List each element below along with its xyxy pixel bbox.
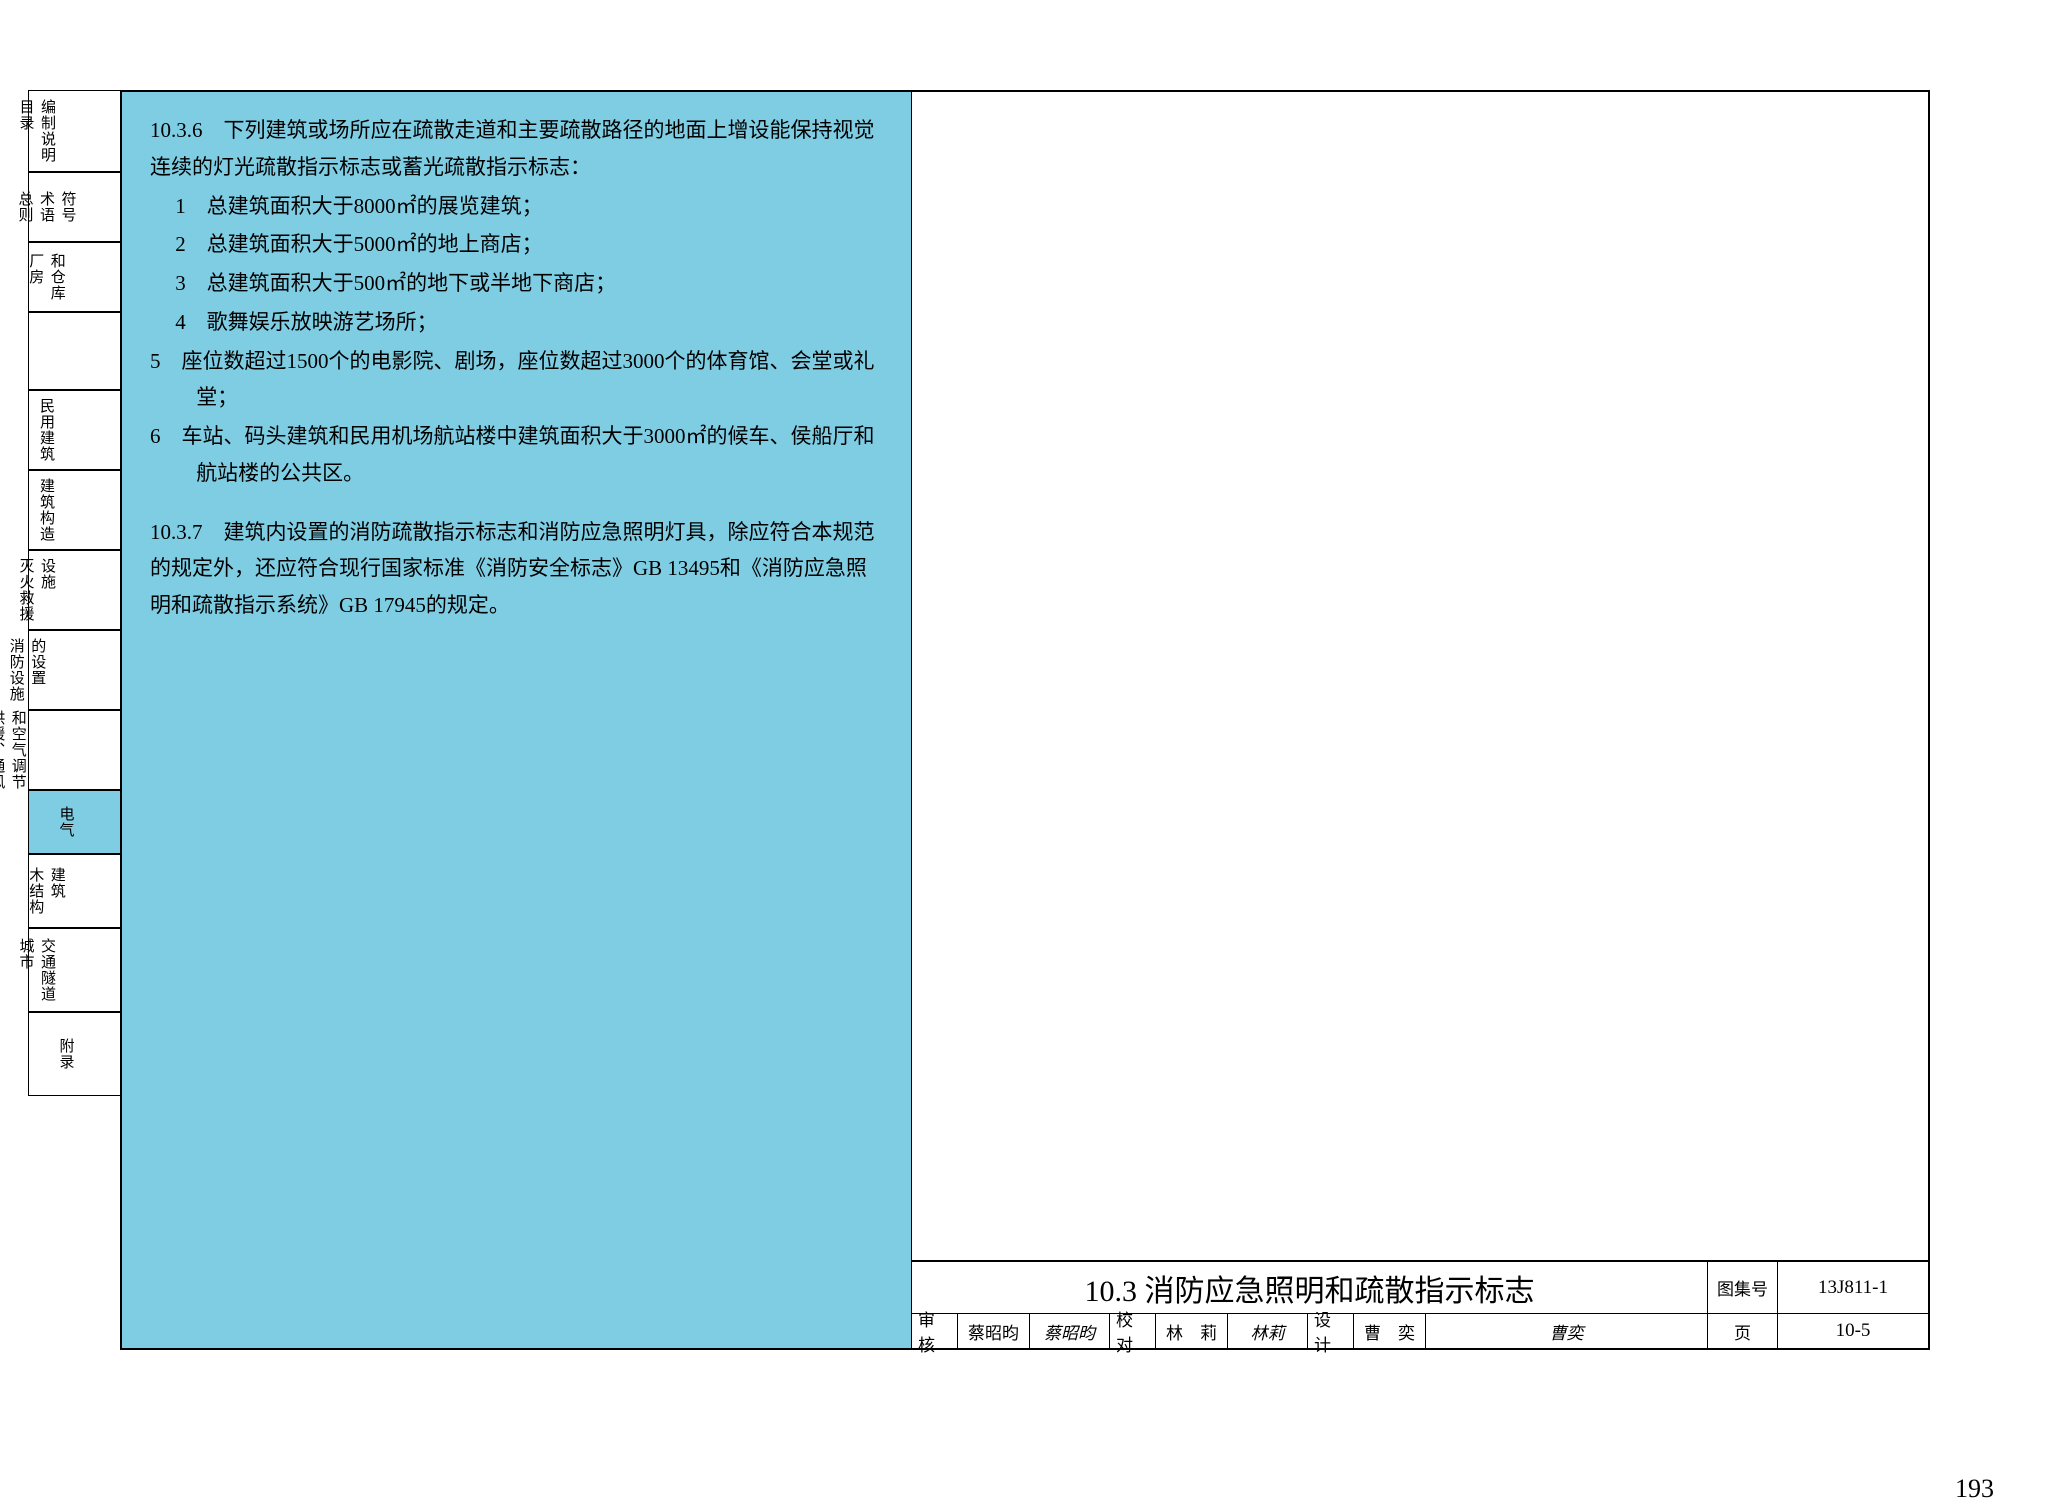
list-item: 5 座位数超过1500个的电影院、剧场，座位数超过3000个的体育馆、会堂或礼堂… bbox=[150, 343, 883, 417]
index-tab-7[interactable]: 消防设施的设置 bbox=[28, 630, 120, 710]
tab-label: 灭火救援 bbox=[15, 558, 35, 622]
para-10-3-7: 10.3.7 建筑内设置的消防疏散指示标志和消防应急照明灯具，除应符合本规范的规… bbox=[150, 514, 883, 624]
index-tab-2[interactable]: 厂房和仓库 bbox=[28, 242, 120, 312]
list-item: 3 总建筑面积大于500㎡的地下或半地下商店； bbox=[150, 265, 883, 302]
tab-label: 术语 bbox=[36, 191, 56, 223]
tab-label: 电气 bbox=[55, 806, 75, 838]
page-label: 页 bbox=[1708, 1314, 1778, 1348]
index-tab-9[interactable]: 电气 bbox=[28, 790, 120, 854]
index-tab-4[interactable]: 民用建筑 bbox=[28, 390, 120, 470]
design-label: 设计 bbox=[1308, 1314, 1354, 1348]
title-row-2: 审核 蔡昭昀 蔡昭昀 校对 林 莉 林莉 设计 曹 奕 曹奕 页 10-5 bbox=[912, 1314, 1928, 1348]
list-item: 2 总建筑面积大于5000㎡的地上商店； bbox=[150, 226, 883, 263]
left-tab-column: 目录编制说明总则术语符号厂房和仓库甲、乙、丙类液体气体储罐(区)和可燃材料堆场民… bbox=[28, 90, 120, 1096]
index-tab-0[interactable]: 目录编制说明 bbox=[28, 90, 120, 172]
content-panel: 10.3.6 下列建筑或场所应在疏散走道和主要疏散路径的地面上增设能保持视觉连续… bbox=[122, 92, 912, 1348]
list-item: 4 歌舞娱乐放映游艺场所； bbox=[150, 304, 883, 341]
para-10-3-6-lead: 10.3.6 下列建筑或场所应在疏散走道和主要疏散路径的地面上增设能保持视觉连续… bbox=[150, 112, 883, 186]
page-number: 193 bbox=[1955, 1474, 1994, 1504]
tab-label: 供暖、通风 bbox=[0, 710, 5, 790]
tab-label: 建筑 bbox=[46, 867, 66, 915]
index-tab-10[interactable]: 木结构建筑 bbox=[28, 854, 120, 928]
tab-label: 附录 bbox=[55, 1038, 75, 1070]
index-tab-1[interactable]: 总则术语符号 bbox=[28, 172, 120, 242]
right-panel: 10.3 消防应急照明和疏散指示标志 图集号 13J811-1 审核 蔡昭昀 蔡… bbox=[912, 92, 1928, 1348]
title-row-1: 10.3 消防应急照明和疏散指示标志 图集号 13J811-1 bbox=[912, 1262, 1928, 1314]
page-frame: 目录编制说明总则术语符号厂房和仓库甲、乙、丙类液体气体储罐(区)和可燃材料堆场民… bbox=[120, 90, 1930, 1350]
tab-label: 符号 bbox=[57, 191, 77, 223]
index-tab-5[interactable]: 建筑构造 bbox=[28, 470, 120, 550]
index-tab-6[interactable]: 灭火救援设施 bbox=[28, 550, 120, 630]
review-name: 蔡昭昀 bbox=[958, 1314, 1030, 1348]
tab-label: 和空气调节 bbox=[7, 710, 27, 790]
index-tab-11[interactable]: 城市交通隧道 bbox=[28, 928, 120, 1012]
proof-sig: 林莉 bbox=[1228, 1314, 1308, 1348]
design-name: 曹 奕 bbox=[1354, 1314, 1426, 1348]
tuji-label: 图集号 bbox=[1708, 1262, 1778, 1313]
tab-label: 消防设施 bbox=[5, 638, 25, 702]
tab-label: 目录 bbox=[15, 99, 35, 163]
tab-label: 总则 bbox=[14, 191, 34, 223]
section-title: 10.3 消防应急照明和疏散指示标志 bbox=[912, 1262, 1708, 1313]
tab-label: 的设置 bbox=[27, 638, 47, 702]
tab-label: 设施 bbox=[37, 558, 57, 622]
proof-name: 林 莉 bbox=[1156, 1314, 1228, 1348]
index-tab-12[interactable]: 附录 bbox=[28, 1012, 120, 1096]
index-tab-3[interactable]: 甲、乙、丙类液体气体储罐(区)和可燃材料堆场 bbox=[28, 312, 120, 390]
review-label: 审核 bbox=[912, 1314, 958, 1348]
tab-label: 木结构 bbox=[25, 867, 45, 915]
index-tab-8[interactable]: 供暖、通风和空气调节 bbox=[28, 710, 120, 790]
spacer bbox=[150, 494, 883, 512]
tuji-value: 13J811-1 bbox=[1778, 1262, 1928, 1313]
tab-label: 编制说明 bbox=[37, 99, 57, 163]
tab-label: 建筑构造 bbox=[36, 478, 56, 542]
review-sig: 蔡昭昀 bbox=[1030, 1314, 1110, 1348]
tab-label: 厂房 bbox=[25, 253, 45, 301]
tab-label: 城市 bbox=[15, 938, 35, 1002]
tab-label: 民用建筑 bbox=[36, 398, 56, 462]
list-item: 1 总建筑面积大于8000㎡的展览建筑； bbox=[150, 188, 883, 225]
main-area: 10.3.6 下列建筑或场所应在疏散走道和主要疏散路径的地面上增设能保持视觉连续… bbox=[122, 92, 1928, 1348]
tab-label: 和仓库 bbox=[46, 253, 66, 301]
page-value: 10-5 bbox=[1778, 1314, 1928, 1348]
proof-label: 校对 bbox=[1110, 1314, 1156, 1348]
tab-label: 交通隧道 bbox=[37, 938, 57, 1002]
title-block: 10.3 消防应急照明和疏散指示标志 图集号 13J811-1 审核 蔡昭昀 蔡… bbox=[912, 1260, 1928, 1348]
design-sig: 曹奕 bbox=[1426, 1314, 1708, 1348]
list-item: 6 车站、码头建筑和民用机场航站楼中建筑面积大于3000㎡的候车、侯船厅和航站楼… bbox=[150, 418, 883, 492]
